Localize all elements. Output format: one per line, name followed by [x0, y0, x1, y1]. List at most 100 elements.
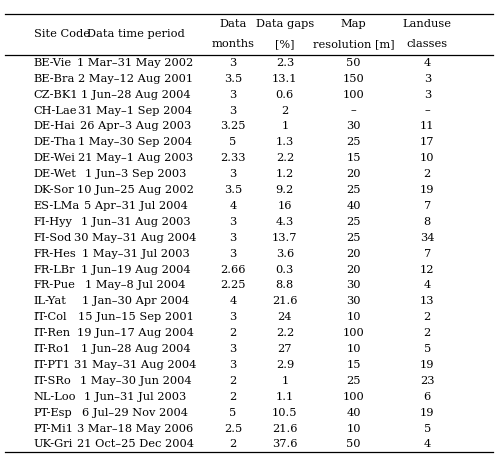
Text: 3: 3: [230, 169, 237, 179]
Text: 40: 40: [346, 201, 361, 211]
Text: 4: 4: [424, 58, 431, 68]
Text: 1 Mar–31 May 2002: 1 Mar–31 May 2002: [77, 58, 194, 68]
Text: 2: 2: [281, 106, 288, 116]
Text: classes: classes: [407, 39, 448, 49]
Text: 21.6: 21.6: [272, 424, 298, 434]
Text: 3: 3: [424, 90, 431, 100]
Text: 7: 7: [424, 201, 431, 211]
Text: 1 Jan–30 Apr 2004: 1 Jan–30 Apr 2004: [82, 296, 189, 306]
Text: 23: 23: [420, 376, 435, 386]
Text: 2: 2: [230, 392, 237, 402]
Text: 100: 100: [343, 392, 365, 402]
Text: 21 Oct–25 Dec 2004: 21 Oct–25 Dec 2004: [77, 440, 194, 450]
Text: Data gaps: Data gaps: [256, 19, 314, 29]
Text: 2: 2: [230, 328, 237, 338]
Text: CZ-BK1: CZ-BK1: [34, 90, 79, 100]
Text: 10: 10: [420, 153, 435, 163]
Text: 4: 4: [424, 440, 431, 450]
Text: 21.6: 21.6: [272, 296, 298, 306]
Text: 5: 5: [424, 344, 431, 354]
Text: 5: 5: [230, 137, 237, 147]
Text: 1 May–30 Jun 2004: 1 May–30 Jun 2004: [80, 376, 191, 386]
Text: 3.6: 3.6: [276, 249, 294, 259]
Text: 2: 2: [424, 169, 431, 179]
Text: 31 May–1 Sep 2004: 31 May–1 Sep 2004: [78, 106, 193, 116]
Text: 3.5: 3.5: [224, 74, 242, 84]
Text: 1 Jun–28 Aug 2004: 1 Jun–28 Aug 2004: [81, 90, 190, 100]
Text: –: –: [351, 106, 357, 116]
Text: FR-Hes: FR-Hes: [34, 249, 77, 259]
Text: 17: 17: [420, 137, 435, 147]
Text: 25: 25: [346, 185, 361, 195]
Text: DK-Sor: DK-Sor: [34, 185, 75, 195]
Text: 13: 13: [420, 296, 435, 306]
Text: 6 Jul–29 Nov 2004: 6 Jul–29 Nov 2004: [83, 408, 188, 418]
Text: 8.8: 8.8: [276, 281, 294, 291]
Text: 7: 7: [424, 249, 431, 259]
Text: Data time period: Data time period: [87, 29, 184, 39]
Text: 34: 34: [420, 233, 435, 243]
Text: 3: 3: [230, 90, 237, 100]
Text: 2.66: 2.66: [220, 265, 246, 275]
Text: 2.25: 2.25: [220, 281, 246, 291]
Text: 2: 2: [424, 328, 431, 338]
Text: 19: 19: [420, 408, 435, 418]
Text: 13.7: 13.7: [272, 233, 298, 243]
Text: 6: 6: [424, 392, 431, 402]
Text: UK-Gri: UK-Gri: [34, 440, 73, 450]
Text: 11: 11: [420, 122, 435, 132]
Text: 25: 25: [346, 217, 361, 227]
Text: 30: 30: [346, 281, 361, 291]
Text: 19 Jun–17 Aug 2004: 19 Jun–17 Aug 2004: [77, 328, 194, 338]
Text: 3: 3: [230, 360, 237, 370]
Text: 2: 2: [230, 440, 237, 450]
Text: 21 May–1 Aug 2003: 21 May–1 Aug 2003: [78, 153, 193, 163]
Text: resolution [m]: resolution [m]: [313, 39, 394, 49]
Text: 13.1: 13.1: [272, 74, 298, 84]
Text: 3: 3: [230, 233, 237, 243]
Text: 1 May–8 Jul 2004: 1 May–8 Jul 2004: [85, 281, 186, 291]
Text: Landuse: Landuse: [403, 19, 452, 29]
Text: 0.3: 0.3: [276, 265, 294, 275]
Text: 19: 19: [420, 185, 435, 195]
Text: 1 Jun–28 Aug 2004: 1 Jun–28 Aug 2004: [81, 344, 190, 354]
Text: CH-Lae: CH-Lae: [34, 106, 77, 116]
Text: 1: 1: [281, 122, 288, 132]
Text: 2.33: 2.33: [220, 153, 246, 163]
Text: Map: Map: [341, 19, 367, 29]
Text: ES-LMa: ES-LMa: [34, 201, 80, 211]
Text: FI-Hyy: FI-Hyy: [34, 217, 73, 227]
Text: 25: 25: [346, 376, 361, 386]
Text: 3 Mar–18 May 2006: 3 Mar–18 May 2006: [77, 424, 194, 434]
Text: 100: 100: [343, 90, 365, 100]
Text: NL-Loo: NL-Loo: [34, 392, 76, 402]
Text: DE-Hai: DE-Hai: [34, 122, 76, 132]
Text: 50: 50: [346, 440, 361, 450]
Text: IL-Yat: IL-Yat: [34, 296, 67, 306]
Text: BE-Vie: BE-Vie: [34, 58, 72, 68]
Text: 4: 4: [230, 201, 237, 211]
Text: 3: 3: [230, 106, 237, 116]
Text: 37.6: 37.6: [272, 440, 298, 450]
Text: 4.3: 4.3: [276, 217, 294, 227]
Text: 4: 4: [230, 296, 237, 306]
Text: 24: 24: [277, 312, 292, 322]
Text: 12: 12: [420, 265, 435, 275]
Text: 10: 10: [346, 424, 361, 434]
Text: 3: 3: [424, 74, 431, 84]
Text: 2.5: 2.5: [224, 424, 242, 434]
Text: 2.2: 2.2: [276, 328, 294, 338]
Text: 2.9: 2.9: [276, 360, 294, 370]
Text: BE-Bra: BE-Bra: [34, 74, 75, 84]
Text: 1.1: 1.1: [276, 392, 294, 402]
Text: 1.2: 1.2: [276, 169, 294, 179]
Text: PT-Esp: PT-Esp: [34, 408, 73, 418]
Text: 2.3: 2.3: [276, 58, 294, 68]
Text: 2.2: 2.2: [276, 153, 294, 163]
Text: 30: 30: [346, 122, 361, 132]
Text: 20: 20: [346, 249, 361, 259]
Text: IT-Ro1: IT-Ro1: [34, 344, 71, 354]
Text: 5: 5: [230, 408, 237, 418]
Text: 3: 3: [230, 249, 237, 259]
Text: 10.5: 10.5: [272, 408, 298, 418]
